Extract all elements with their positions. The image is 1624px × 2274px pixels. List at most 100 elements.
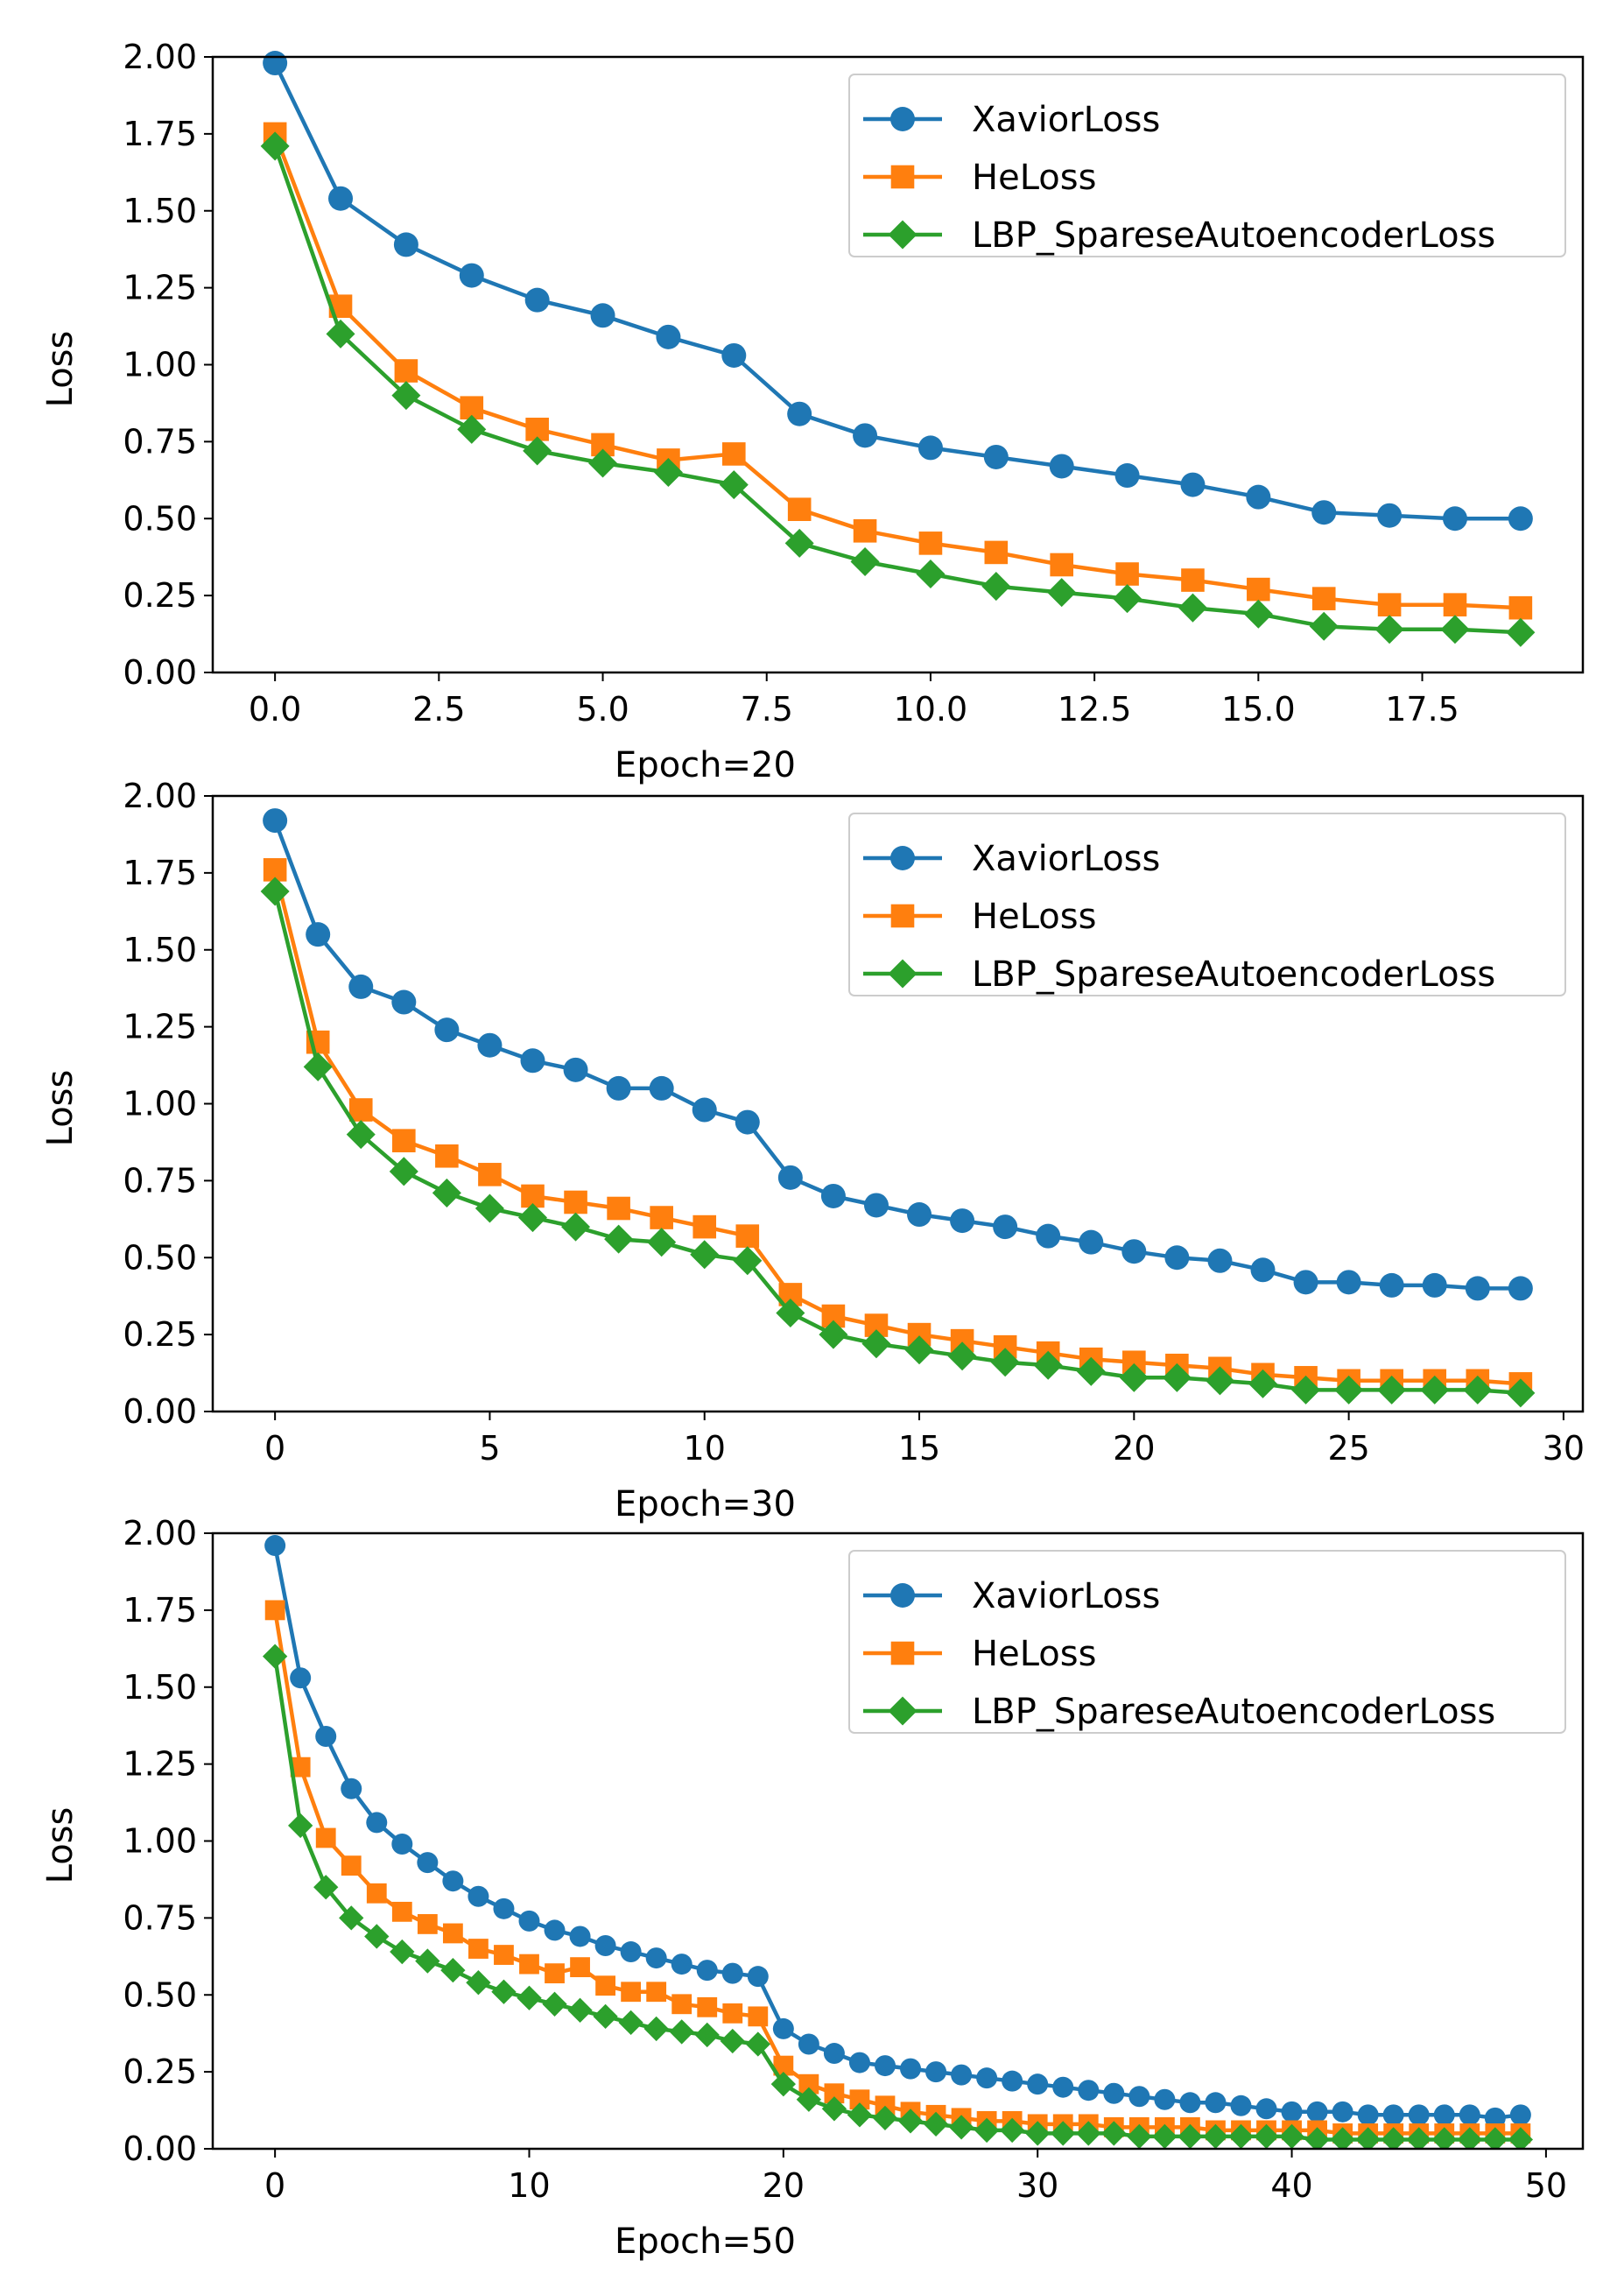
legend-label: LBP_SpareseAutoencoderLoss — [972, 954, 1495, 995]
data-point-HeLoss — [468, 1939, 489, 1959]
data-point-HeLoss — [918, 532, 943, 555]
data-point-LBP_SpareseAutoencoderLoss — [990, 1348, 1020, 1377]
data-point-HeLoss — [290, 1757, 311, 1778]
data-point-LBP_SpareseAutoencoderLoss — [260, 877, 290, 906]
data-point-HeLoss — [787, 497, 812, 522]
x-tick-label: 40 — [1270, 2166, 1312, 2205]
data-point-LBP_SpareseAutoencoderLoss — [364, 1924, 390, 1949]
data-point-LBP_SpareseAutoencoderLoss — [733, 1246, 763, 1276]
data-point-XaviorLoss — [950, 1208, 975, 1234]
y-tick-label: 0.75 — [123, 1898, 197, 1937]
data-point-XaviorLoss — [907, 1202, 932, 1228]
axes-frame — [211, 794, 1585, 1413]
data-point-HeLoss — [1377, 593, 1402, 616]
data-point-XaviorLoss — [1179, 2092, 1201, 2114]
data-point-HeLoss — [494, 1945, 514, 1965]
data-point-LBP_SpareseAutoencoderLoss — [1279, 2123, 1304, 2149]
data-point-XaviorLoss — [366, 1812, 388, 1834]
x-tick-label: 30 — [1543, 1429, 1585, 1468]
data-point-LBP_SpareseAutoencoderLoss — [819, 1320, 848, 1349]
legend-label: XaviorLoss — [972, 1576, 1160, 1616]
data-point-XaviorLoss — [1255, 2098, 1277, 2120]
y-tick-label: 0.00 — [123, 1392, 197, 1431]
data-point-HeLoss — [748, 2006, 769, 2027]
data-point-LBP_SpareseAutoencoderLoss — [1309, 611, 1339, 641]
data-point-XaviorLoss — [1379, 1272, 1404, 1298]
x-tick-label: 5 — [479, 1429, 500, 1468]
data-point-HeLoss — [570, 1957, 590, 1978]
data-point-LBP_SpareseAutoencoderLoss — [517, 1985, 542, 2010]
y-tick-label: 1.50 — [123, 1668, 197, 1707]
data-point-XaviorLoss — [993, 1214, 1018, 1240]
data-point-LBP_SpareseAutoencoderLoss — [604, 1224, 634, 1254]
x-tick-label: 5.0 — [576, 690, 629, 729]
data-point-LBP_SpareseAutoencoderLoss — [1406, 2127, 1431, 2149]
data-point-XaviorLoss — [442, 1870, 464, 1892]
y-tick-label: 0.25 — [123, 2052, 197, 2091]
data-point-LBP_SpareseAutoencoderLoss — [897, 2109, 924, 2134]
data-point-LBP_SpareseAutoencoderLoss — [847, 2102, 873, 2128]
data-point-XaviorLoss — [1121, 1239, 1147, 1264]
x-tick-label: 7.5 — [741, 690, 793, 729]
data-point-HeLoss — [671, 1994, 692, 2015]
data-point-LBP_SpareseAutoencoderLoss — [1152, 2123, 1178, 2149]
data-point-LBP_SpareseAutoencoderLoss — [1076, 2121, 1101, 2146]
x-tick-label: 15.0 — [1221, 690, 1296, 729]
data-point-LBP_SpareseAutoencoderLoss — [669, 2019, 694, 2045]
data-point-XaviorLoss — [1002, 2070, 1023, 2092]
data-point-XaviorLoss — [917, 435, 943, 461]
data-point-XaviorLoss — [1246, 484, 1271, 510]
data-point-LBP_SpareseAutoencoderLoss — [260, 131, 290, 161]
data-point-XaviorLoss — [1128, 2086, 1150, 2108]
data-point-LBP_SpareseAutoencoderLoss — [1228, 2123, 1254, 2149]
data-point-XaviorLoss — [1078, 2080, 1100, 2102]
data-point-XaviorLoss — [263, 51, 288, 76]
data-point-HeLoss — [1443, 593, 1467, 616]
data-point-HeLoss — [773, 2055, 794, 2076]
y-tick-label: 2.00 — [123, 38, 197, 76]
legend-marker-HeLoss — [890, 1641, 915, 1665]
y-tick-label: 1.25 — [123, 1008, 197, 1046]
data-point-XaviorLoss — [1049, 454, 1074, 479]
data-point-XaviorLoss — [590, 303, 615, 328]
data-point-LBP_SpareseAutoencoderLoss — [588, 448, 618, 478]
data-point-XaviorLoss — [848, 2052, 870, 2073]
data-point-HeLoss — [984, 540, 1009, 565]
x-tick-label: 20 — [1113, 1429, 1155, 1468]
data-point-XaviorLoss — [1377, 503, 1403, 528]
legend-box — [848, 813, 1566, 996]
data-point-HeLoss — [442, 1923, 463, 1944]
data-point-XaviorLoss — [1382, 2104, 1404, 2126]
y-tick-label: 0.00 — [123, 653, 197, 692]
legend-label: LBP_SpareseAutoencoderLoss — [972, 1692, 1495, 1732]
data-point-XaviorLoss — [645, 1947, 667, 1969]
data-point-HeLoss — [607, 1196, 630, 1221]
x-tick-label: 10.0 — [894, 690, 968, 729]
data-point-LBP_SpareseAutoencoderLoss — [1162, 1362, 1192, 1392]
data-point-LBP_SpareseAutoencoderLoss — [391, 381, 421, 411]
data-point-LBP_SpareseAutoencoderLoss — [1119, 1362, 1149, 1392]
data-point-HeLoss — [697, 1996, 718, 2017]
data-point-XaviorLoss — [798, 2033, 819, 2055]
data-point-XaviorLoss — [1281, 2101, 1303, 2123]
data-point-LBP_SpareseAutoencoderLoss — [947, 1341, 977, 1371]
y-tick-label: 0.00 — [123, 2130, 197, 2168]
data-point-LBP_SpareseAutoencoderLoss — [647, 1228, 677, 1257]
data-point-LBP_SpareseAutoencoderLoss — [861, 1329, 891, 1359]
data-point-LBP_SpareseAutoencoderLoss — [288, 1813, 313, 1839]
data-point-LBP_SpareseAutoencoderLoss — [1377, 1375, 1407, 1405]
y-tick-label: 0.50 — [123, 1238, 197, 1277]
data-point-XaviorLoss — [976, 2067, 998, 2089]
y-tick-label: 1.00 — [123, 346, 197, 384]
data-point-XaviorLoss — [1230, 2094, 1252, 2116]
data-point-LBP_SpareseAutoencoderLoss — [517, 1203, 548, 1233]
data-point-HeLoss — [735, 1224, 760, 1248]
data-point-XaviorLoss — [951, 2064, 973, 2086]
data-point-XaviorLoss — [264, 1535, 286, 1557]
data-point-LBP_SpareseAutoencoderLoss — [1330, 2127, 1355, 2149]
data-point-XaviorLoss — [263, 808, 288, 834]
y-tick-label: 1.00 — [123, 1085, 197, 1123]
data-point-LBP_SpareseAutoencoderLoss — [415, 1948, 440, 1974]
data-point-XaviorLoss — [544, 1919, 566, 1941]
